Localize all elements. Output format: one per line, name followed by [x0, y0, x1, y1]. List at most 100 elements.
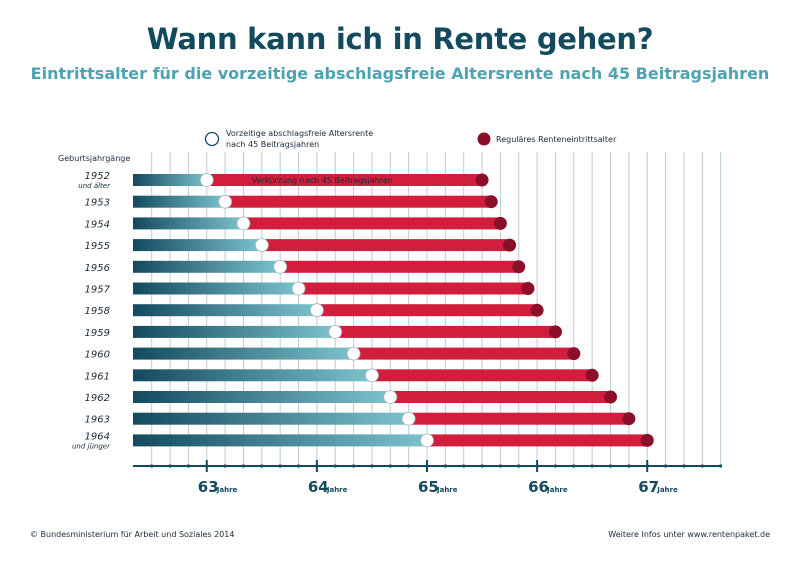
x-axis-minor-tick — [168, 464, 172, 468]
bar-shortening-1959 — [335, 325, 556, 338]
x-axis-minor-tick — [351, 464, 356, 468]
legend-label-regular: Reguläres Renteneintrittsalter — [496, 135, 617, 144]
x-axis-minor-tick — [186, 464, 191, 468]
marker-regular-1962 — [604, 390, 618, 404]
x-tick-unit-64: Jahre — [326, 486, 348, 494]
x-axis-minor-tick — [150, 464, 154, 468]
row-label-1963: 1963 — [85, 415, 110, 426]
x-axis-minor-tick — [572, 464, 576, 468]
x-axis-minor-tick — [553, 464, 558, 468]
bar-shortening-1956 — [280, 260, 519, 273]
marker-early-1956 — [273, 259, 288, 274]
legend-filled-marker-icon — [477, 132, 491, 146]
marker-early-1952 — [199, 173, 214, 187]
row-label-1957: 1957 — [85, 285, 111, 296]
row-label-1952: 1952 — [85, 171, 110, 182]
row-label-1961: 1961 — [85, 371, 110, 382]
row-sublabel-1952: und älter — [78, 182, 111, 190]
annotation-shortening: Verkürzung nach 45 Beitragsjahren — [252, 176, 393, 185]
x-axis-minor-tick — [627, 464, 631, 468]
bar-early-1955 — [133, 239, 262, 252]
x-axis-minor-tick — [498, 464, 503, 468]
page-title: Wann kann ich in Rente gehen? — [146, 22, 654, 56]
bar-early-1958 — [133, 304, 317, 317]
marker-early-1957 — [291, 281, 306, 296]
x-tick-label-66: 66 — [528, 478, 549, 496]
row-label-1956: 1956 — [85, 263, 110, 274]
bar-early-1959 — [133, 325, 336, 338]
info-link-footer[interactable]: Weitere Infos unter www.rentenpaket.de — [608, 530, 770, 539]
marker-regular-1957 — [521, 282, 535, 295]
legend-label-early-line2: nach 45 Beitragsjahren — [226, 140, 319, 149]
x-axis-minor-tick — [462, 464, 466, 468]
marker-early-1960 — [346, 346, 361, 361]
marker-regular-1958 — [530, 303, 544, 317]
x-axis-minor-tick — [333, 464, 337, 468]
bar-shortening-1957 — [298, 282, 528, 295]
x-axis-minor-tick — [241, 464, 246, 468]
bar-early-1956 — [133, 260, 281, 273]
x-axis-minor-tick — [517, 464, 521, 468]
bar-early-1952 — [133, 174, 207, 186]
marker-early-1963 — [401, 411, 416, 426]
bar-shortening-1961 — [371, 369, 593, 382]
marker-regular-1956 — [512, 260, 526, 274]
row-label-1958: 1958 — [85, 306, 110, 317]
x-axis-minor-tick — [296, 464, 301, 468]
row-label-1959: 1959 — [85, 328, 110, 339]
x-axis-minor-tick — [682, 464, 686, 468]
bar-shortening-1953 — [225, 195, 492, 208]
x-axis-minor-tick — [480, 464, 484, 468]
x-axis-minor-tick — [663, 464, 668, 468]
y-axis-header: Geburtsjahrgänge — [58, 154, 130, 163]
x-axis-minor-tick — [260, 464, 264, 468]
bar-early-1961 — [133, 369, 372, 382]
x-tick-label-65: 65 — [418, 478, 439, 496]
x-axis-minor-tick — [608, 464, 613, 468]
x-axis-minor-tick — [719, 464, 723, 468]
bar-shortening-1954 — [243, 217, 501, 230]
x-axis-minor-tick — [370, 464, 374, 468]
marker-early-1958 — [309, 303, 324, 318]
bar-early-1964 — [133, 434, 427, 447]
x-tick-unit-66: Jahre — [546, 486, 568, 494]
row-label-1964: 1964 — [85, 431, 110, 442]
x-tick-label-63: 63 — [198, 478, 219, 496]
bar-early-1960 — [133, 347, 354, 360]
row-label-1955: 1955 — [85, 241, 110, 252]
row-sublabel-1964: und jünger — [72, 442, 111, 450]
marker-regular-1953 — [484, 195, 498, 209]
marker-early-1959 — [328, 324, 343, 339]
marker-regular-1959 — [548, 325, 562, 339]
copyright-footer: © Bundesministerium für Arbeit und Sozia… — [30, 530, 235, 539]
bar-shortening-1955 — [261, 239, 510, 252]
marker-regular-1960 — [567, 347, 581, 361]
legend-open-marker-icon — [204, 131, 220, 147]
bar-shortening-1963 — [408, 412, 629, 425]
marker-regular-1954 — [493, 216, 507, 230]
bar-shortening-1952 — [206, 174, 483, 186]
x-axis-minor-tick — [223, 464, 227, 468]
x-axis-minor-tick — [443, 464, 447, 468]
marker-regular-1963 — [622, 412, 636, 426]
marker-early-1954 — [236, 216, 251, 231]
x-axis-minor-tick — [388, 464, 392, 468]
bar-shortening-1962 — [390, 391, 611, 403]
x-tick-unit-63: Jahre — [216, 486, 238, 494]
marker-regular-1964 — [640, 433, 654, 447]
row-label-1960: 1960 — [85, 350, 110, 361]
x-tick-unit-67: Jahre — [656, 486, 678, 494]
x-axis-minor-tick — [590, 464, 594, 468]
bar-early-1962 — [133, 391, 391, 403]
marker-early-1955 — [254, 238, 269, 253]
bar-shortening-1958 — [316, 304, 538, 317]
marker-regular-1955 — [503, 238, 517, 252]
bar-shortening-1960 — [353, 347, 574, 360]
x-tick-label-67: 67 — [638, 478, 659, 496]
x-tick-label-64: 64 — [308, 478, 329, 496]
marker-early-1953 — [218, 194, 233, 209]
marker-regular-1952 — [475, 173, 489, 187]
row-label-1962: 1962 — [85, 393, 110, 404]
x-axis-minor-tick — [278, 464, 282, 468]
